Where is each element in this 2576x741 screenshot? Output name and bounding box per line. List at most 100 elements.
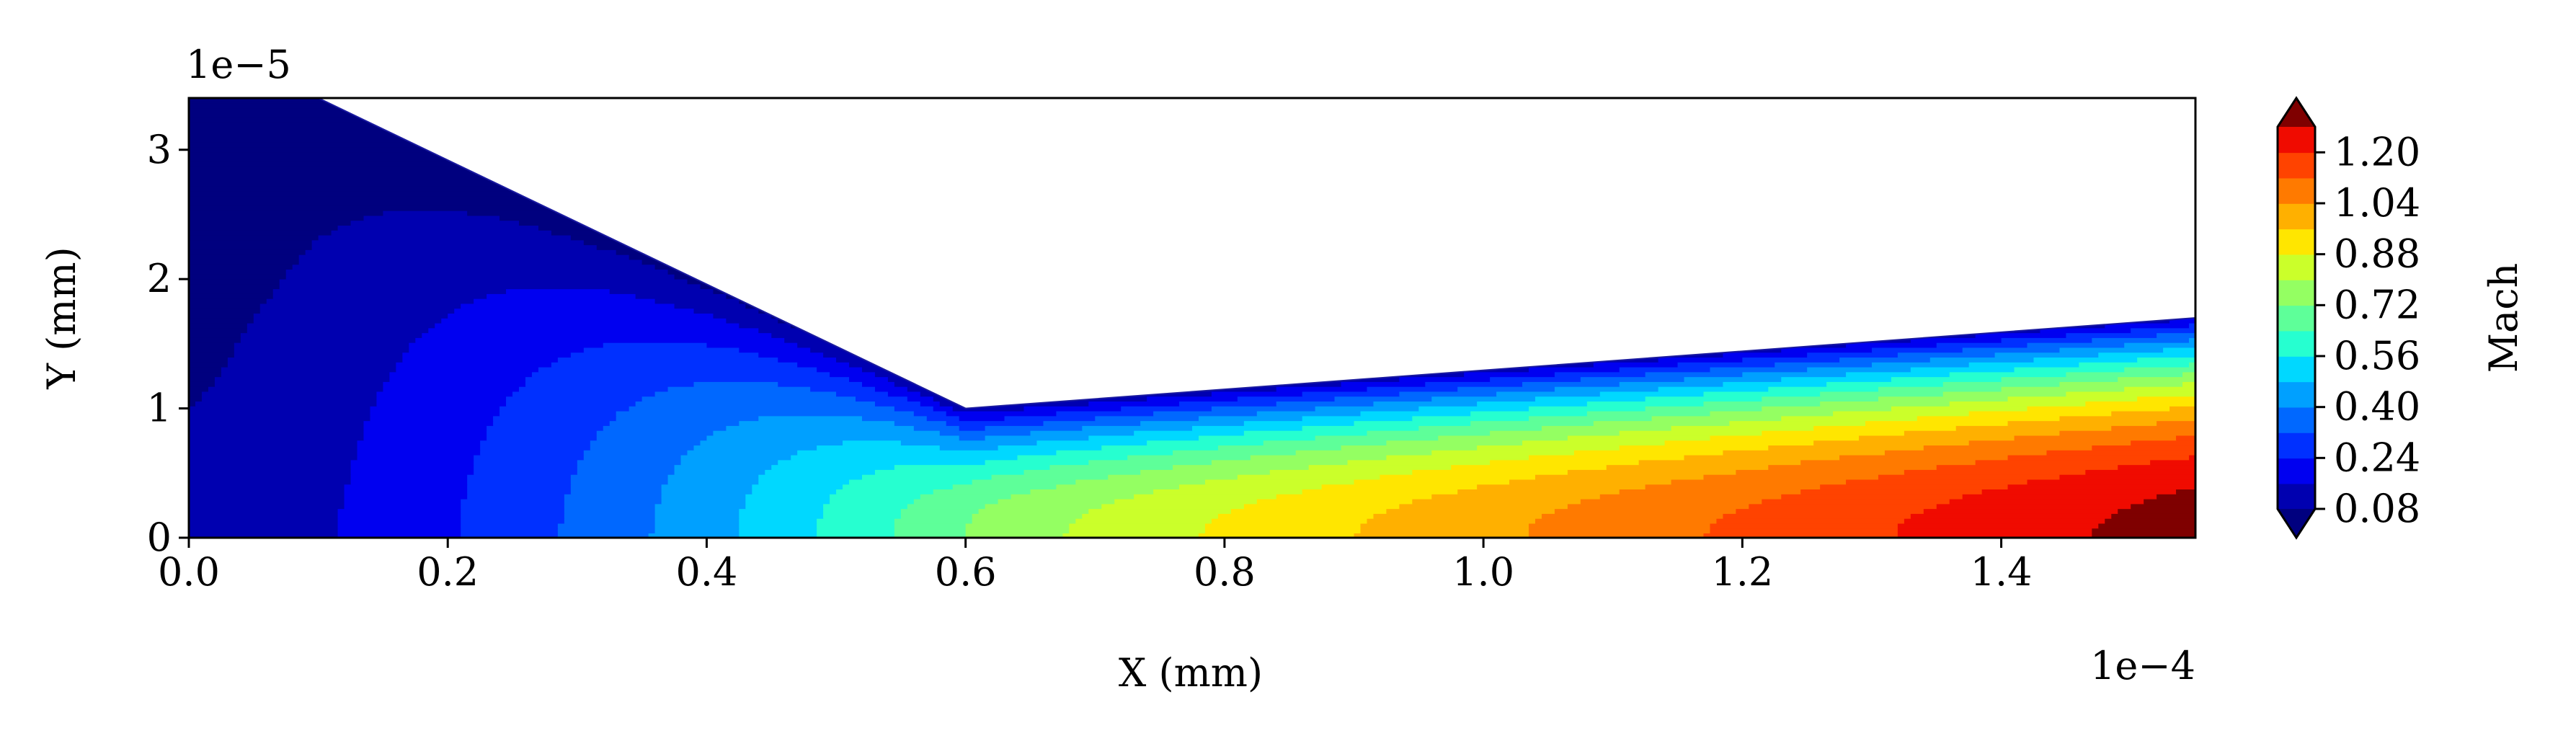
colorbar-tick-label: 0.88 [2334,231,2420,277]
contour-cell [894,533,967,538]
contour-cell [1528,406,1646,412]
contour-cell [189,186,520,192]
contour-cell [952,406,1025,412]
contour-cell [2059,347,2164,353]
contour-cell [1833,410,1970,417]
contour-cell [189,230,332,236]
colorbar-band [2278,356,2315,383]
contour-cell [189,518,339,524]
contour-cell [1904,518,2106,524]
contour-cell [1645,406,1763,412]
contour-cell [1839,357,1931,363]
contour-cell [1800,489,1983,494]
contour-cell [1859,435,2015,441]
contour-cell [1684,376,1782,382]
contour-cell [1541,425,1672,431]
contour-cell [1813,425,1957,431]
contour-cell [596,430,714,436]
contour-cell [654,391,837,397]
contour-cell [1017,454,1128,461]
contour-cell [189,425,365,431]
contour-cell [279,278,688,285]
contour-cell [189,454,358,461]
contour-cell [739,518,817,524]
contour-cell [189,298,267,304]
contour-cell [441,318,727,324]
contour-cell [680,454,791,461]
contour-cell [1062,533,1199,538]
contour-cell [1204,523,1362,529]
contour-cell [700,440,843,446]
contour-cell [1917,415,2061,422]
contour-cell [1781,376,1892,382]
contour-cell [894,528,967,534]
contour-cell [1049,464,1173,470]
contour-cell [1768,464,1937,470]
contour-cell [583,450,688,456]
contour-cell [2118,464,2195,470]
contour-cell [1140,420,1245,426]
contour-cell [2131,503,2195,510]
contour-cell [959,415,1005,422]
contour-cell [1354,533,1529,538]
contour-cell [1243,430,1368,436]
contour-cell [817,533,895,538]
contour-cell [1211,391,1303,397]
contour-cell [1846,371,1950,378]
contour-cell [363,435,487,441]
contour-cell [409,342,604,348]
contour-cell [1127,454,1251,461]
contour-cell [285,269,669,275]
contour-cell [1211,406,1316,412]
contour-cell [234,352,404,358]
contour-cell [726,318,779,324]
colorbar-band [2278,458,2315,484]
contour-cell [1341,381,1426,387]
contour-cell [564,518,656,524]
contour-cell [461,523,559,529]
x-tick-label: 0.4 [676,549,738,595]
contour-cell [913,425,960,431]
contour-cell [739,508,824,514]
contour-cell [519,220,591,226]
contour-cell [189,151,449,158]
contour-cell [1147,396,1238,402]
contour-cell [1897,352,1996,358]
contour-cell [978,508,1090,514]
contour-cell [189,274,287,280]
contour-cell [1528,523,1711,529]
contour-cell [590,445,695,451]
contour-cell [849,362,882,368]
contour-cell [674,469,766,475]
contour-cell [946,420,1044,426]
contour-cell [383,386,520,392]
contour-cell [461,303,675,309]
contour-cell [363,215,500,221]
contour-cell [1354,479,1510,485]
contour-cell [843,484,954,490]
contour-cell [272,293,487,299]
contour-cell [1723,450,1886,456]
contour-cell [1593,420,1731,426]
contour-cell [189,337,241,343]
contour-cell [1573,450,1724,456]
contour-cell [189,357,228,363]
contour-cell [687,450,798,456]
contour-cell [189,528,339,534]
y-tick-label: 1 [147,386,172,431]
contour-cell [1535,518,1718,524]
contour-cell [1762,406,1892,412]
contour-cell [461,528,559,534]
contour-cell [1762,430,1905,436]
contour-cell [629,254,662,260]
contour-cell [635,401,876,407]
contour-cell [189,513,339,519]
contour-cell [376,401,507,407]
contour-cell [654,508,740,514]
contour-cell [247,327,430,334]
contour-cell [189,376,216,382]
contour-cell [557,357,779,363]
contour-cell [279,283,701,290]
contour-cell [259,308,456,314]
contour-cell [189,406,371,412]
